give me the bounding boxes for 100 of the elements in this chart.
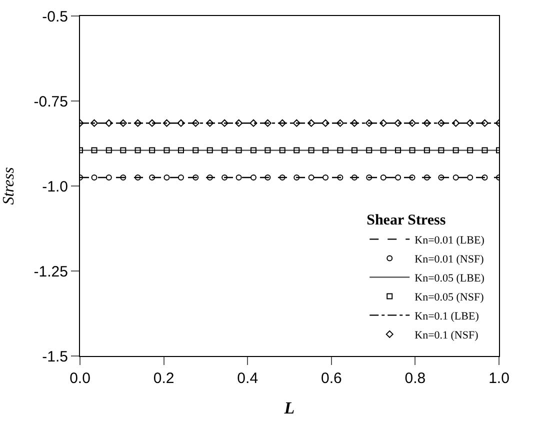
point	[149, 147, 156, 154]
point	[106, 174, 112, 180]
point	[162, 119, 170, 127]
point	[452, 174, 459, 180]
point	[481, 119, 488, 127]
point	[134, 174, 141, 180]
x-tick-label: 0.6	[320, 370, 342, 387]
point	[206, 147, 213, 154]
point	[235, 119, 243, 127]
point	[380, 119, 388, 127]
point	[467, 174, 474, 180]
point	[408, 119, 416, 127]
y-tick-label: -0.75	[34, 93, 68, 110]
point	[177, 119, 185, 127]
point	[394, 119, 402, 127]
point	[424, 174, 430, 180]
legend-label: Kn=0.05 (LBE)	[414, 272, 485, 284]
point	[351, 174, 358, 180]
y-axis-title: Stress	[0, 167, 18, 205]
point	[351, 147, 358, 154]
x-tick-label: 1.0	[488, 370, 510, 387]
point	[366, 147, 372, 154]
point	[423, 119, 431, 127]
point	[106, 147, 112, 154]
point	[164, 147, 170, 154]
point	[308, 119, 316, 127]
point	[482, 174, 488, 180]
point	[279, 147, 286, 154]
point	[380, 174, 386, 180]
point	[350, 119, 358, 127]
point	[236, 174, 242, 180]
point	[424, 147, 430, 154]
point	[250, 174, 256, 180]
point	[467, 147, 474, 154]
point	[148, 119, 156, 127]
point	[337, 174, 344, 180]
point	[452, 147, 459, 154]
x-tick-label: 0.0	[70, 370, 90, 387]
point	[322, 174, 329, 180]
legend-title: Shear Stress	[366, 212, 446, 229]
point	[294, 147, 300, 154]
point	[206, 174, 213, 180]
point	[192, 119, 200, 127]
legend-label: Kn=0.01 (NSF)	[414, 253, 484, 266]
point	[164, 174, 170, 180]
point	[192, 147, 199, 154]
point	[222, 147, 228, 154]
point	[395, 147, 402, 154]
point	[322, 119, 330, 127]
point	[91, 147, 98, 154]
point	[366, 174, 372, 180]
y-tick-label: -1.5	[42, 348, 68, 366]
point	[134, 147, 141, 154]
point	[264, 119, 272, 127]
point	[250, 119, 258, 127]
point	[292, 119, 300, 127]
point	[409, 147, 416, 154]
point	[437, 119, 445, 127]
point	[250, 147, 256, 154]
point	[222, 174, 228, 180]
point	[438, 147, 444, 154]
point	[365, 119, 373, 127]
point	[452, 119, 460, 127]
point	[120, 147, 126, 154]
point	[134, 119, 142, 127]
point	[178, 174, 184, 180]
point	[206, 119, 214, 127]
x-tick-label: 0.2	[153, 370, 174, 387]
point	[336, 119, 344, 127]
point	[119, 119, 127, 127]
point	[220, 119, 228, 127]
point	[120, 174, 126, 180]
point	[337, 147, 344, 154]
y-tick-label: -1.25	[34, 263, 68, 280]
x-axis-title: L	[283, 398, 295, 418]
point	[236, 147, 242, 154]
point	[482, 147, 488, 154]
point	[395, 174, 402, 180]
point	[308, 174, 314, 180]
point	[466, 119, 474, 127]
legend-label: Kn=0.1 (LBE)	[414, 310, 480, 322]
point	[380, 147, 386, 154]
legend-label: Kn=0.05 (NSF)	[414, 291, 484, 304]
point	[264, 147, 271, 154]
y-tick-label: -1.0	[42, 178, 68, 196]
legend-label: Kn=0.01 (LBE)	[414, 234, 485, 246]
point	[308, 147, 314, 154]
point	[438, 174, 444, 180]
point	[149, 174, 156, 180]
point	[322, 147, 329, 154]
point	[264, 174, 271, 180]
point	[91, 174, 98, 180]
point	[178, 147, 184, 154]
point	[294, 174, 300, 180]
point	[90, 119, 98, 127]
x-tick-label: 0.4	[237, 370, 258, 387]
point	[279, 174, 286, 180]
point	[105, 119, 113, 127]
point	[192, 174, 199, 180]
x-tick-label: 0.8	[404, 370, 426, 387]
